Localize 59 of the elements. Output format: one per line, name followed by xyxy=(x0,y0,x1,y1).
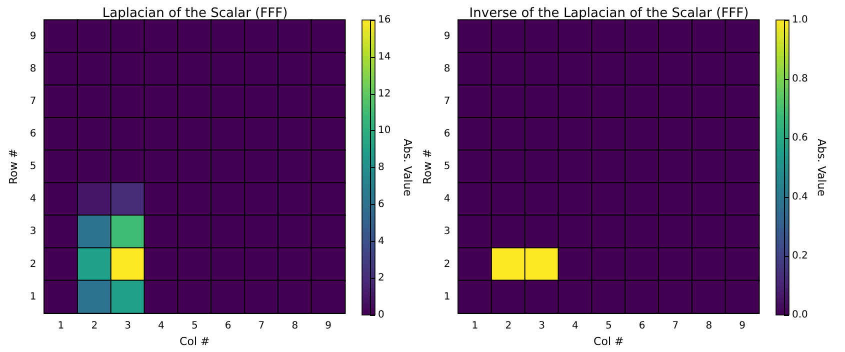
color-bar-label: 0.6 xyxy=(792,132,808,144)
x-tick-label: 8 xyxy=(292,320,298,332)
x-tick-label: 5 xyxy=(191,320,198,332)
color-bar-title: Abs. Value xyxy=(401,138,414,196)
y-tick-label: 5 xyxy=(444,161,450,172)
x-tick-label: 9 xyxy=(325,320,332,332)
color-bar-title: Abs. Value xyxy=(815,138,828,196)
y-tick-label: 7 xyxy=(30,96,36,107)
color-bar-label: 8 xyxy=(378,162,384,173)
x-axis-title: Col # xyxy=(180,335,210,348)
y-tick-label: 9 xyxy=(30,30,36,42)
x-tick-label: 1 xyxy=(58,320,64,332)
y-tick-label: 5 xyxy=(30,161,36,172)
color-bar-label: 6 xyxy=(378,198,384,210)
x-tick-label: 3 xyxy=(538,320,545,332)
y-tick-label: 2 xyxy=(444,258,450,270)
y-tick-label: 8 xyxy=(30,63,36,74)
y-tick-label: 6 xyxy=(30,128,36,140)
x-tick-label: 4 xyxy=(158,320,164,332)
x-tick-label: 1 xyxy=(472,320,478,332)
y-tick-label: 4 xyxy=(444,194,450,205)
x-tick-label: 7 xyxy=(672,320,679,332)
y-tick-label: 3 xyxy=(30,226,36,238)
color-bar-label: 0.0 xyxy=(792,310,808,320)
x-tick-label: 2 xyxy=(91,320,98,332)
y-axis-title: Row # xyxy=(421,148,434,184)
x-tick-label: 6 xyxy=(224,320,232,332)
color-bar-label: 0.4 xyxy=(792,192,808,202)
x-tick-label: 9 xyxy=(739,320,746,332)
y-tick-label: 3 xyxy=(444,226,450,238)
y-tick-label: 4 xyxy=(30,194,36,205)
x-tick-label: 7 xyxy=(258,320,265,332)
color-bar-label: 4 xyxy=(378,236,384,247)
y-tick-label: 6 xyxy=(444,128,450,140)
color-bar-label: 14 xyxy=(378,51,391,62)
x-tick-label: 2 xyxy=(505,320,512,332)
y-tick-label: 1 xyxy=(444,291,450,302)
color-bar-label: 10 xyxy=(378,125,391,136)
y-tick-label: 8 xyxy=(444,63,450,74)
y-tick-label: 7 xyxy=(444,96,450,107)
y-tick-label: 1 xyxy=(30,291,36,302)
y-axis-title: Row # xyxy=(7,148,20,184)
color-bar-label: 0.2 xyxy=(792,250,808,262)
x-tick-label: 4 xyxy=(572,320,578,332)
color-bar-label: 2 xyxy=(378,272,384,284)
y-tick-label: 2 xyxy=(30,258,36,270)
color-bar-label: 12 xyxy=(378,88,391,100)
x-tick-label: 5 xyxy=(605,320,612,332)
color-bar-label: 0.8 xyxy=(792,74,808,84)
x-tick-label: 6 xyxy=(638,320,646,332)
x-axis-title: Col # xyxy=(594,335,624,348)
color-bar-label: 16 xyxy=(378,14,391,26)
y-tick-label: 9 xyxy=(444,30,450,42)
chart-title: Inverse of the Laplacian of the Scalar (FFF) xyxy=(469,6,749,21)
x-tick-label: 3 xyxy=(124,320,131,332)
color-bar-label: 1.0 xyxy=(792,14,808,26)
chart-title: Laplacian of the Scalar (FFF) xyxy=(102,6,288,21)
color-bar-label: 0 xyxy=(378,310,384,320)
x-tick-label: 8 xyxy=(706,320,712,332)
